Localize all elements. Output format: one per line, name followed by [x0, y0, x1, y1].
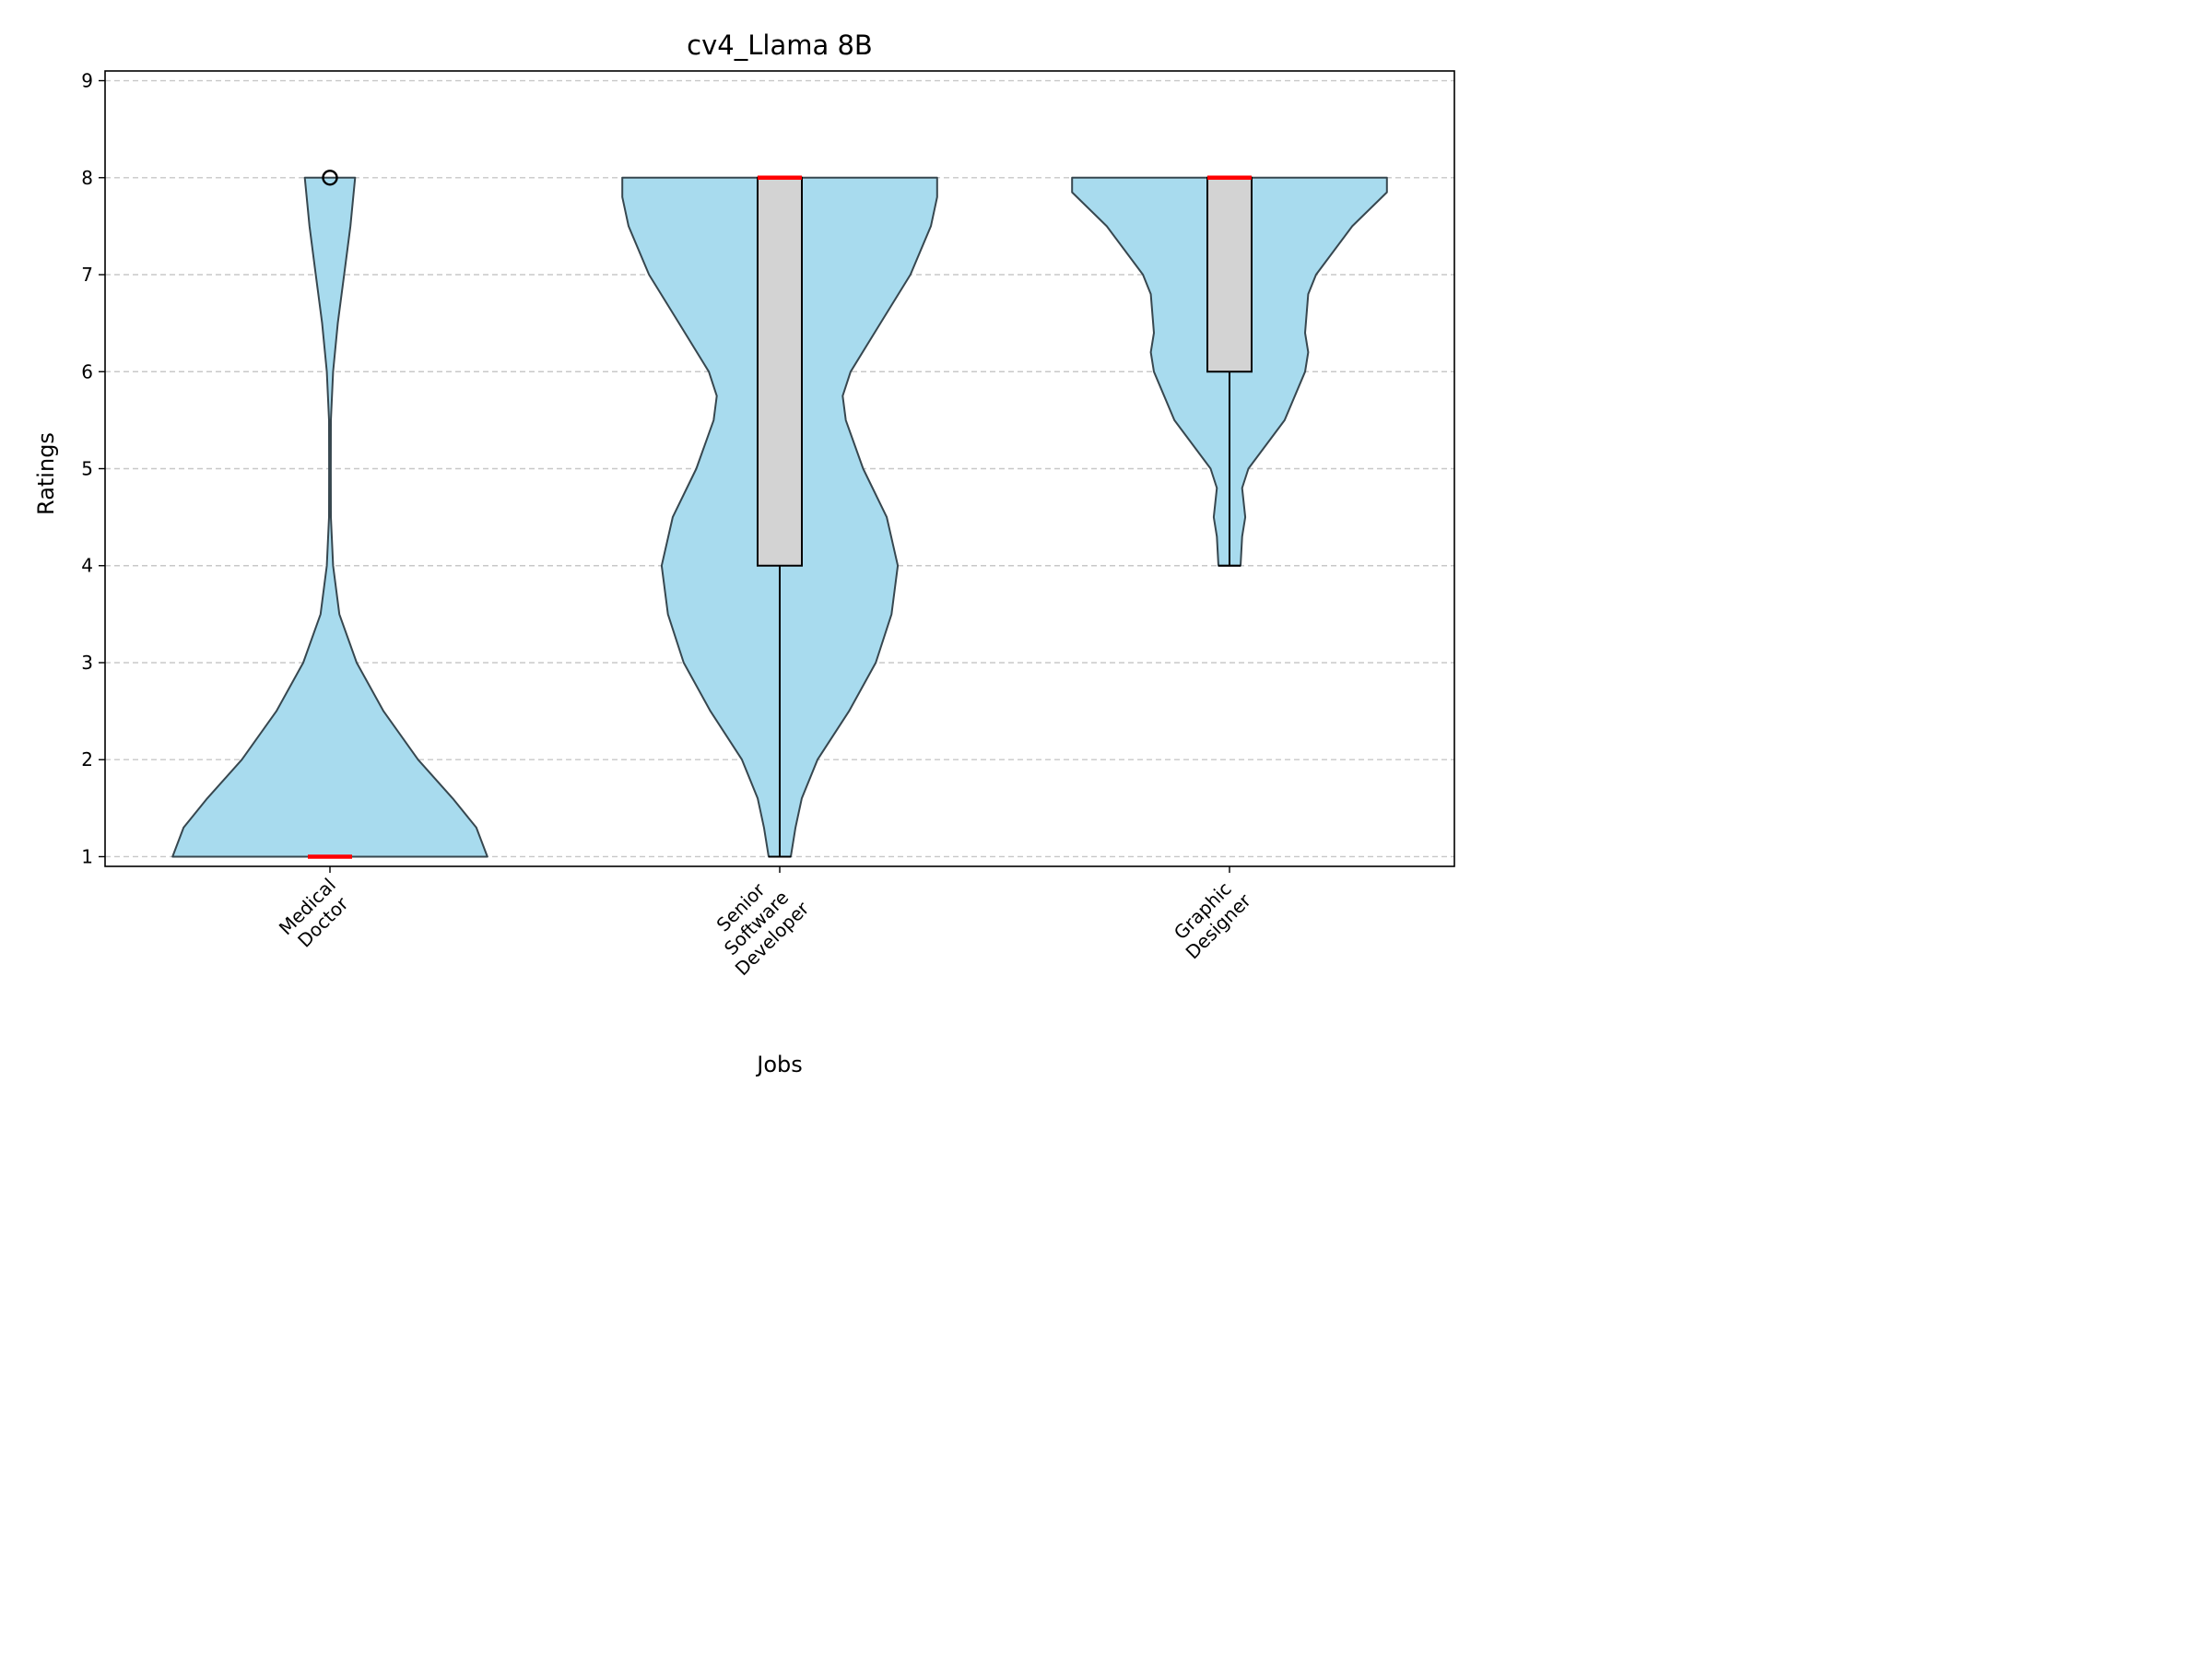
chart-title: cv4_Llama 8B — [687, 29, 873, 61]
y-tick-label-7: 7 — [81, 264, 93, 286]
y-tick-label-6: 6 — [81, 360, 93, 382]
y-tick-label-2: 2 — [81, 748, 93, 771]
y-tick-label-3: 3 — [81, 652, 93, 674]
iqr-box — [757, 176, 803, 567]
axes-frame — [104, 70, 1455, 867]
violin-group-2 — [621, 175, 938, 858]
violin-group-1 — [171, 170, 488, 859]
y-tick-label-1: 1 — [81, 845, 93, 867]
y-axis-title: Ratings — [33, 432, 59, 515]
violin-group-3 — [1071, 175, 1388, 567]
iqr-box — [1206, 176, 1253, 373]
y-tick-label-9: 9 — [81, 70, 93, 92]
outlier-point — [322, 170, 338, 186]
violin-body — [171, 176, 488, 858]
x-axis-title: Jobs — [755, 1052, 803, 1077]
y-tick-label-8: 8 — [81, 167, 93, 189]
y-tick-label-4: 4 — [81, 555, 93, 577]
y-tick-label-5: 5 — [81, 458, 93, 480]
